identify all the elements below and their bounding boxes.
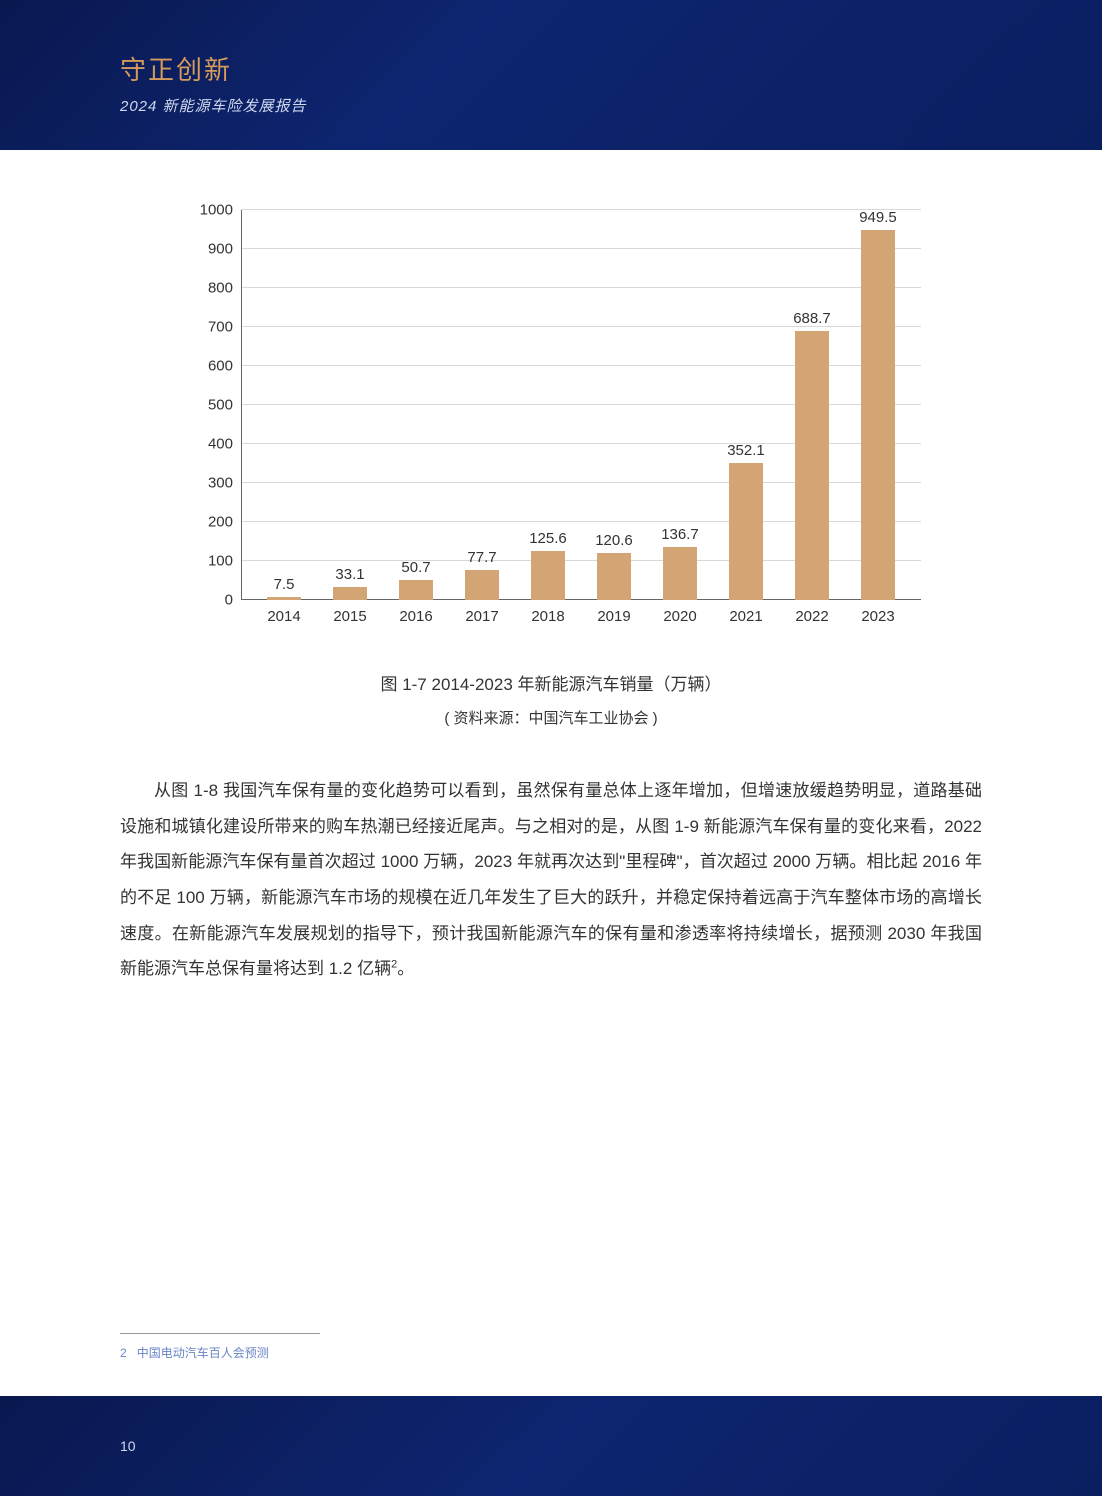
bar-value-label: 352.1 [727,442,765,459]
bar-group: 77.7 [452,549,512,600]
page-number: 10 [120,1438,136,1454]
footnote-text: 中国电动汽车百人会预测 [137,1346,269,1360]
x-tick-label: 2022 [782,608,842,625]
x-tick-label: 2014 [254,608,314,625]
body-paragraph: 从图 1-8 我国汽车保有量的变化趋势可以看到，虽然保有量总体上逐年增加，但增速… [120,773,982,987]
footnote-separator [120,1333,320,1334]
bar [267,597,301,600]
bar-value-label: 125.6 [529,530,567,547]
x-tick-label: 2018 [518,608,578,625]
paragraph-end: 。 [397,959,414,978]
footnote: 2 中国电动汽车百人会预测 [120,1344,269,1361]
bars-group: 7.5 33.1 50.7 77.7 125.6 120.6 136.7 352.1 688.7… [241,210,921,600]
y-tick-label: 200 [208,514,233,531]
footnote-number: 2 [120,1346,127,1360]
x-tick-label: 2017 [452,608,512,625]
chart-source: ( 资料来源：中国汽车工业协会 ) [181,707,921,728]
bar [333,587,367,600]
bar-group: 949.5 [848,209,908,600]
bar [795,331,829,600]
y-tick-label: 800 [208,280,233,297]
header-subtitle: 2024 新能源车险发展报告 [120,95,1102,116]
bar [861,230,895,600]
bar-group: 136.7 [650,526,710,600]
y-tick-label: 400 [208,436,233,453]
bar-group: 33.1 [320,566,380,600]
bar-value-label: 33.1 [335,566,364,583]
bar-group: 352.1 [716,442,776,600]
x-tick-label: 2021 [716,608,776,625]
y-tick-label: 100 [208,553,233,570]
page-footer: 10 [0,1396,1102,1496]
bar-value-label: 949.5 [859,209,897,226]
x-tick-label: 2015 [320,608,380,625]
y-tick-label: 1000 [200,202,233,219]
bar [597,553,631,600]
bar [465,570,499,600]
x-tick-label: 2016 [386,608,446,625]
y-tick-label: 600 [208,358,233,375]
bar [399,580,433,600]
bar [531,551,565,600]
bar-chart: 010020030040050060070080090010007.533.15… [181,210,921,728]
bar-value-label: 50.7 [401,559,430,576]
page-content: 0 100 200 300 400 500 600 700 800 900 1000 7.5 33.1 5… [0,150,1102,987]
bar-value-label: 7.5 [274,576,295,593]
bar-group: 120.6 [584,532,644,600]
bar-value-label: 136.7 [661,526,699,543]
y-tick-label: 300 [208,475,233,492]
bar-value-label: 688.7 [793,310,831,327]
x-tick-label: 2020 [650,608,710,625]
bar [663,547,697,600]
bar-group: 7.5 [254,576,314,600]
bar [729,463,763,600]
bar-group: 125.6 [518,530,578,600]
x-tick-label: 2019 [584,608,644,625]
y-tick-label: 700 [208,319,233,336]
y-tick-label: 500 [208,397,233,414]
header-title: 守正创新 [120,50,1102,87]
paragraph-text: 从图 1-8 我国汽车保有量的变化趋势可以看到，虽然保有量总体上逐年增加，但增速… [120,781,982,978]
page-header: 守正创新 2024 新能源车险发展报告 [0,0,1102,150]
bar-group: 688.7 [782,310,842,600]
y-tick-label: 900 [208,241,233,258]
x-tick-label: 2023 [848,608,908,625]
y-tick-label: 0 [225,592,233,609]
bar-group: 50.7 [386,559,446,600]
bar-value-label: 77.7 [467,549,496,566]
chart-title: 图 1-7 2014-2023 年新能源汽车销量（万辆） [181,670,921,695]
bar-value-label: 120.6 [595,532,633,549]
